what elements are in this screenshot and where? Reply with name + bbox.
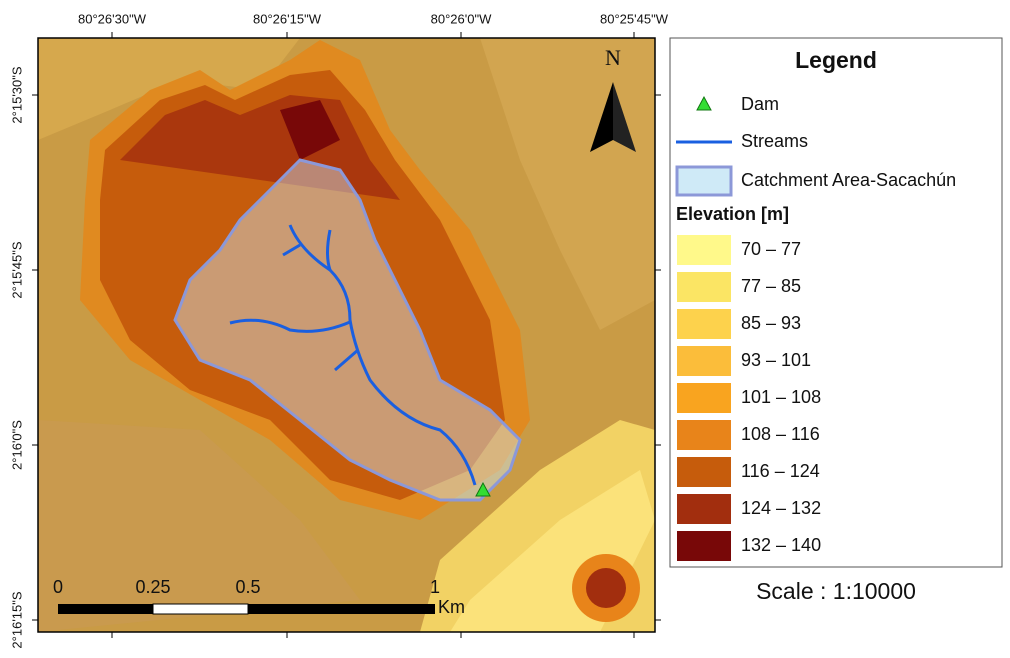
north-label: N bbox=[605, 45, 621, 70]
elevation-label: 101 – 108 bbox=[741, 387, 821, 407]
left-coord: 2°16'15"S bbox=[9, 591, 24, 648]
top-coord: 80°25'45"W bbox=[600, 11, 669, 26]
elevation-swatch bbox=[677, 531, 731, 561]
scale-label: 1 bbox=[430, 577, 440, 597]
map-terrain: N bbox=[38, 38, 655, 632]
elevation-swatch bbox=[677, 420, 731, 450]
elevation-label: 85 – 93 bbox=[741, 313, 801, 333]
top-coord: 80°26'15"W bbox=[253, 11, 322, 26]
left-coord: 2°15'30"S bbox=[9, 66, 24, 123]
scale-label: 0.25 bbox=[135, 577, 170, 597]
elevation-swatch bbox=[677, 272, 731, 302]
scale-bar bbox=[58, 604, 435, 614]
elevation-swatch bbox=[677, 494, 731, 524]
top-coord: 80°26'30"W bbox=[78, 11, 147, 26]
elevation-label: 93 – 101 bbox=[741, 350, 811, 370]
catchment-symbol bbox=[677, 167, 731, 195]
elevation-label: 77 – 85 bbox=[741, 276, 801, 296]
legend-item: Dam bbox=[741, 94, 779, 114]
top-coord: 80°26'0"W bbox=[431, 11, 492, 26]
elevation-label: 116 – 124 bbox=[741, 461, 820, 481]
elevation-label: 124 – 132 bbox=[741, 498, 821, 518]
left-coord: 2°15'45"S bbox=[9, 241, 24, 298]
legend-title: Legend bbox=[795, 47, 877, 73]
elevation-label: 108 – 116 bbox=[741, 424, 820, 444]
elevation-swatch bbox=[677, 309, 731, 339]
elevation-label: 132 – 140 bbox=[741, 535, 821, 555]
legend-box bbox=[670, 38, 1002, 567]
elevation-swatch bbox=[677, 235, 731, 265]
elevation-swatch bbox=[677, 383, 731, 413]
elevation-title: Elevation [m] bbox=[676, 204, 789, 224]
legend-item: Streams bbox=[741, 131, 808, 151]
scale-text: Scale : 1:10000 bbox=[756, 578, 916, 604]
left-coord: 2°16'0"S bbox=[9, 420, 24, 470]
page: N Legend Scale : 1:10000 Elevation [m] 8… bbox=[0, 0, 1010, 653]
scale-label: 0 bbox=[53, 577, 63, 597]
elevation-label: 70 – 77 bbox=[741, 239, 801, 259]
scale-unit: Km bbox=[438, 597, 465, 617]
legend-item: Catchment Area-Sacachún bbox=[741, 170, 956, 190]
scale-label: 0.5 bbox=[235, 577, 260, 597]
elevation-swatch bbox=[677, 457, 731, 487]
elevation-swatch bbox=[677, 346, 731, 376]
